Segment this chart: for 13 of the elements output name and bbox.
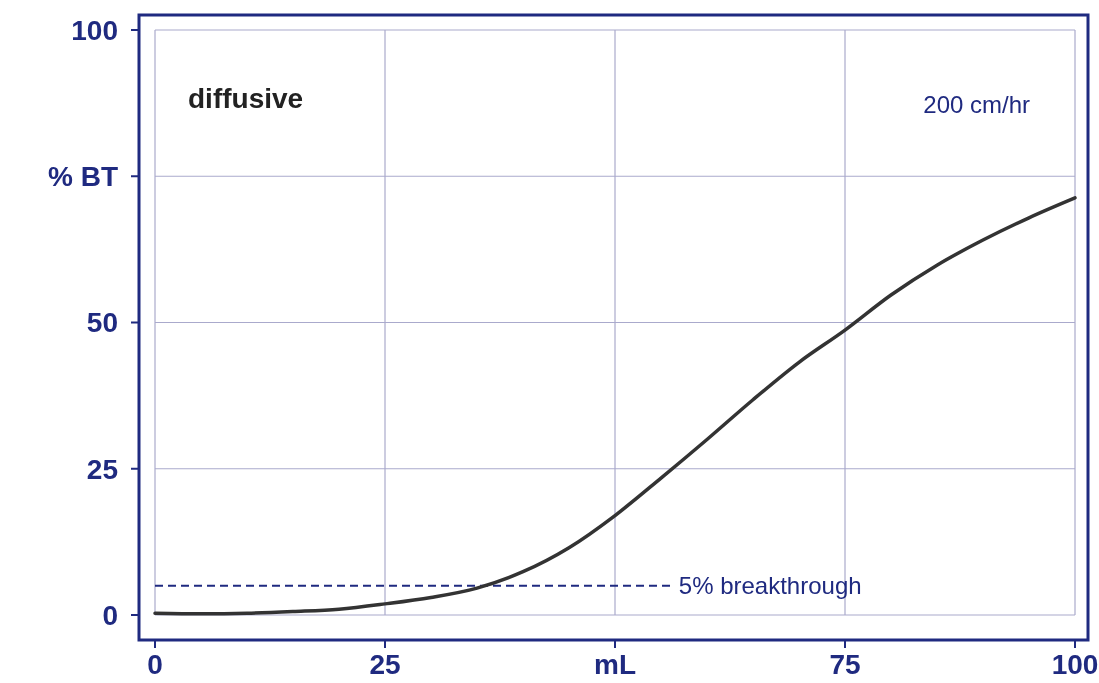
y-tick-label: 0: [102, 599, 118, 631]
ref-line-label: 5% breakthrough: [678, 572, 862, 600]
annotation: diffusive: [188, 83, 304, 114]
y-tick-label: % BT: [48, 161, 118, 193]
annotation: 200 cm/hr: [923, 91, 1030, 118]
y-tick-label: 100: [71, 14, 118, 46]
y-tick-label: 25: [86, 453, 118, 485]
x-tick-label: mL: [594, 649, 636, 680]
x-tick-label: 100: [1051, 649, 1099, 680]
x-tick-label: 25: [369, 649, 401, 680]
x-tick-label: 0: [147, 649, 163, 680]
y-tick-label: 50: [86, 307, 118, 339]
x-tick-label: 75: [829, 649, 861, 680]
